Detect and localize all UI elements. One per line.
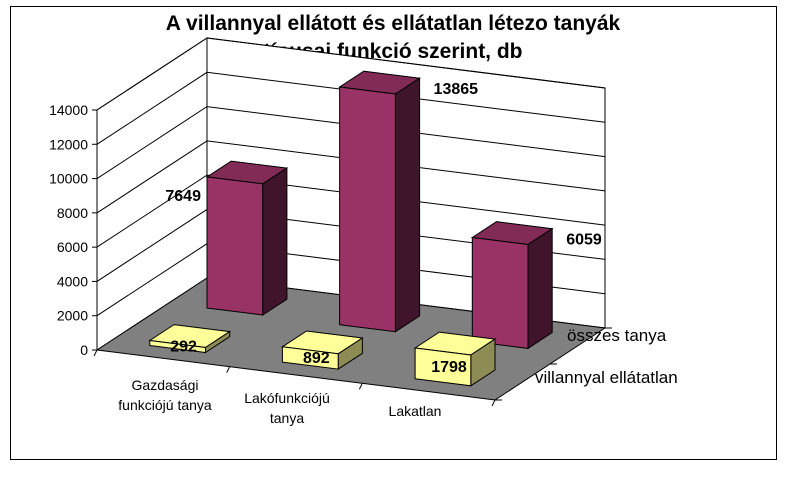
bar-front <box>206 176 264 316</box>
y-tick-label: 8000 <box>57 205 88 221</box>
bar-ellatatlan-1: 892 <box>280 330 364 371</box>
bar-side <box>262 167 288 316</box>
data-label: 292 <box>170 339 197 356</box>
bar-front <box>414 347 472 387</box>
y-tick-label: 4000 <box>57 273 88 289</box>
series-axis-labels: villannyal ellátatlan összes tanya <box>495 326 678 401</box>
bar-side <box>527 227 553 350</box>
x-tick <box>491 399 496 407</box>
y-axis: 0 2000 4000 6000 8000 10000 12000 14000 <box>49 102 97 358</box>
data-label: 892 <box>303 350 330 367</box>
y-tick-label: 2000 <box>57 308 88 324</box>
y-tick-label: 6000 <box>57 239 88 255</box>
chart-title-line-1: A villannyal ellátott és ellátatlan léte… <box>165 12 621 35</box>
data-label: 13865 <box>434 81 479 98</box>
bars: 7649 13865 6059 292 892 1798 <box>148 70 602 387</box>
x-tick <box>226 366 231 373</box>
gridline <box>96 106 606 180</box>
series-label: összes tanya <box>567 326 667 345</box>
bar-osszes-2: 6059 <box>470 221 602 350</box>
data-label: 1798 <box>431 359 467 376</box>
x-tick <box>93 349 98 357</box>
x-tick-label: tanya <box>270 410 304 426</box>
data-label: 6059 <box>566 232 602 249</box>
x-tick-label: Lakófunkciójú <box>244 390 330 406</box>
data-label: 7649 <box>165 188 201 205</box>
bar-ellatatlan-0: 292 <box>148 324 232 356</box>
gridline <box>96 174 606 248</box>
gridline <box>96 37 606 111</box>
bar-front <box>149 339 206 354</box>
x-tick-label: Lakatlan <box>389 403 442 419</box>
y-tick-label: 14000 <box>49 102 88 118</box>
x-axis-labels: Gazdasági funkciójú tanya Lakófunkciójú tan… <box>93 349 496 426</box>
bar-front <box>471 236 529 349</box>
y-tick-label: 10000 <box>49 171 88 187</box>
x-tick-label: Gazdasági <box>132 377 199 393</box>
bar-osszes-1: 13865 <box>338 70 479 333</box>
x-tick <box>358 383 363 390</box>
bar-side <box>394 77 421 333</box>
bar-front <box>281 346 339 370</box>
bar-osszes-0: 7649 <box>165 160 289 316</box>
series-label: villannyal ellátatlan <box>535 368 678 387</box>
y-tick-label: 12000 <box>49 136 88 152</box>
bar-ellatatlan-2: 1798 <box>413 331 497 387</box>
gridline <box>96 71 606 145</box>
x-tick-label: funkciójú tanya <box>118 397 212 413</box>
gridline <box>96 140 606 214</box>
y-tick-label: 0 <box>80 342 88 358</box>
bar-front <box>339 86 396 333</box>
